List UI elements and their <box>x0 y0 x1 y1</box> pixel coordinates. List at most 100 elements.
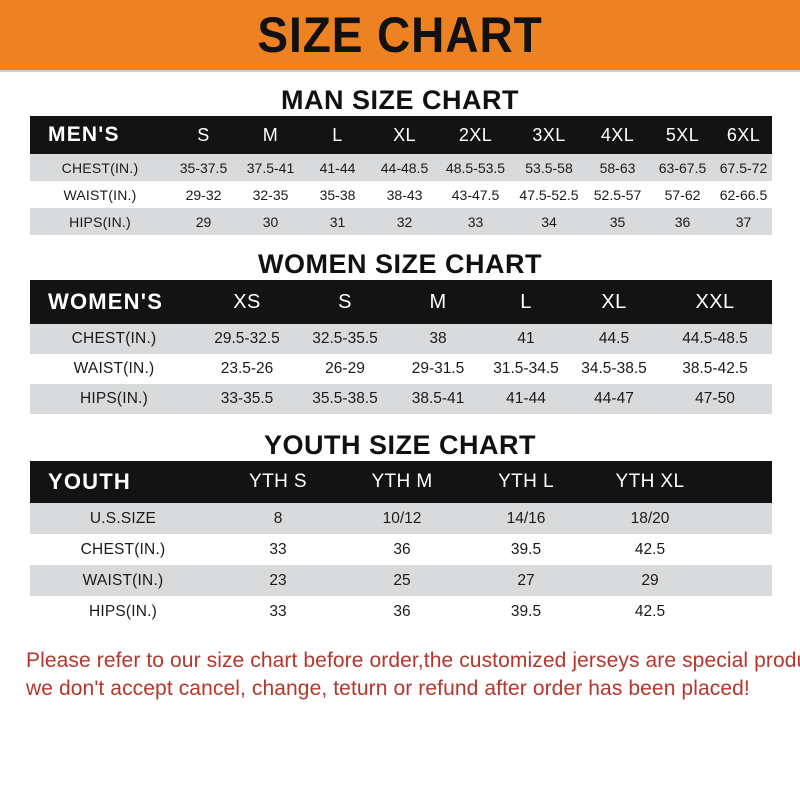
women-cell-1-3: 31.5-34.5 <box>493 360 559 377</box>
youth-cell-2-2: 27 <box>517 571 535 589</box>
table-row: U.S.SIZE 8 10/12 14/16 18/20 <box>30 503 772 534</box>
men-cell-2-3: 32 <box>396 213 413 230</box>
section-title-youth: YOUTH SIZE CHART <box>263 430 536 460</box>
youth-cell-2-3: 29 <box>641 571 659 589</box>
men-cell-0-7: 63-67.5 <box>658 159 707 176</box>
table-row: CHEST(IN.) 35-37.5 37.5-41 41-44 44-48.5… <box>30 154 772 181</box>
youth-row-1-label: CHEST(IN.) <box>80 540 166 558</box>
note-line-2: we don't accept cancel, change, teturn o… <box>26 676 750 700</box>
women-cell-2-4: 44-47 <box>594 390 634 407</box>
men-row-0-label: CHEST(IN.) <box>61 159 139 176</box>
men-cell-2-8: 37 <box>735 213 752 230</box>
table-row: WAIST(IN.) 23 25 27 29 <box>30 565 772 596</box>
men-cell-1-2: 35-38 <box>319 186 356 203</box>
youth-size-table: YOUTH YTH S YTH M YTH L YTH XL U.S.SIZE … <box>30 461 772 627</box>
women-cell-1-4: 34.5-38.5 <box>581 360 647 377</box>
youth-cell-3-1: 36 <box>393 602 411 620</box>
men-cell-1-1: 32-35 <box>252 186 289 203</box>
men-col-1: M <box>262 124 279 145</box>
youth-cell-0-spacer <box>712 503 772 534</box>
men-cell-0-8: 67.5-72 <box>719 159 768 176</box>
page-banner: SIZE CHART <box>0 0 800 72</box>
youth-cell-3-3: 42.5 <box>634 602 666 620</box>
men-col-0: S <box>197 124 210 145</box>
men-header-row: MEN'S S M L XL 2XL 3XL 4XL 5XL 6XL <box>30 116 772 154</box>
men-cell-1-6: 52.5-57 <box>593 186 642 203</box>
youth-col-0: YTH S <box>249 471 307 492</box>
youth-table-wrap: YOUTH YTH S YTH M YTH L YTH XL U.S.SIZE … <box>0 461 800 627</box>
table-row: WAIST(IN.) 23.5-26 26-29 29-31.5 31.5-34… <box>30 354 772 384</box>
youth-cell-1-1: 36 <box>393 540 411 558</box>
youth-col-spacer <box>712 461 772 503</box>
table-row: CHEST(IN.) 33 36 39.5 42.5 <box>30 534 772 565</box>
women-row-0-label: CHEST(IN.) <box>71 330 157 347</box>
section-title-man: MAN SIZE CHART <box>281 85 519 115</box>
youth-col-3: YTH XL <box>615 471 685 492</box>
women-row-1-label: WAIST(IN.) <box>73 360 155 377</box>
men-col-8: 6XL <box>726 124 761 145</box>
youth-header-row: YOUTH YTH S YTH M YTH L YTH XL <box>30 461 772 503</box>
men-cell-2-5: 34 <box>541 213 557 230</box>
women-corner-label: WOMEN'S <box>48 289 164 314</box>
women-cell-0-4: 44.5 <box>598 330 630 347</box>
men-row-2-label: HIPS(IN.) <box>69 213 131 230</box>
women-size-table: WOMEN'S XS S M L XL XXL CHEST(IN.) 29.5-… <box>30 280 772 414</box>
section-title-women: WOMEN SIZE CHART <box>258 249 542 279</box>
men-cell-0-1: 37.5-41 <box>246 159 295 176</box>
men-cell-1-8: 62-66.5 <box>719 186 768 203</box>
men-cell-0-5: 53.5-58 <box>525 159 573 176</box>
men-col-2: L <box>332 124 343 145</box>
women-cell-0-3: 41 <box>517 330 535 347</box>
order-policy-note: Please refer to our size chart before or… <box>0 647 800 703</box>
women-cell-2-5: 47-50 <box>695 390 735 407</box>
youth-cell-0-0: 8 <box>273 509 283 527</box>
youth-cell-1-2: 39.5 <box>510 540 542 558</box>
table-row: HIPS(IN.) 29 30 31 32 33 34 35 36 37 <box>30 208 772 235</box>
youth-col-2: YTH L <box>498 471 554 492</box>
men-col-7: 5XL <box>665 124 700 145</box>
men-corner-label: MEN'S <box>48 123 120 146</box>
women-cell-1-5: 38.5-42.5 <box>682 360 748 377</box>
men-size-table: MEN'S S M L XL 2XL 3XL 4XL 5XL 6XL CHEST… <box>30 116 772 235</box>
men-col-5: 3XL <box>532 124 566 145</box>
youth-cell-3-0: 33 <box>269 602 287 620</box>
women-col-5: XXL <box>695 290 735 313</box>
men-cell-1-5: 47.5-52.5 <box>519 186 579 203</box>
youth-cell-1-0: 33 <box>269 540 287 558</box>
youth-cell-1-3: 42.5 <box>634 540 666 558</box>
women-cell-1-2: 29-31.5 <box>411 360 465 377</box>
table-row: WAIST(IN.) 29-32 32-35 35-38 38-43 43-47… <box>30 181 772 208</box>
youth-col-1: YTH M <box>371 471 433 492</box>
men-cell-1-4: 43-47.5 <box>451 186 500 203</box>
table-row: HIPS(IN.) 33 36 39.5 42.5 <box>30 596 772 627</box>
men-cell-0-4: 48.5-53.5 <box>445 159 506 176</box>
youth-row-0-label: U.S.SIZE <box>89 509 157 527</box>
men-cell-2-0: 29 <box>195 213 212 230</box>
women-table-wrap: WOMEN'S XS S M L XL XXL CHEST(IN.) 29.5-… <box>0 280 800 414</box>
women-cell-0-2: 38 <box>429 330 447 347</box>
note-line-1: Please refer to our size chart before or… <box>26 649 800 672</box>
women-cell-2-2: 38.5-41 <box>411 390 465 407</box>
men-cell-1-7: 57-62 <box>664 186 701 203</box>
men-cell-0-6: 58-63 <box>599 159 636 176</box>
men-cell-0-2: 41-44 <box>319 159 356 176</box>
women-col-4: XL <box>601 290 627 313</box>
men-cell-2-6: 35 <box>609 213 626 230</box>
women-header-row: WOMEN'S XS S M L XL XXL <box>30 280 772 324</box>
youth-cell-3-spacer <box>712 596 772 627</box>
men-cell-2-2: 31 <box>329 213 346 230</box>
men-cell-0-3: 44-48.5 <box>380 159 429 176</box>
men-table-wrap: MEN'S S M L XL 2XL 3XL 4XL 5XL 6XL CHEST… <box>0 116 800 235</box>
women-col-3: L <box>520 290 532 313</box>
youth-cell-3-2: 39.5 <box>510 602 542 620</box>
men-row-1-label: WAIST(IN.) <box>63 186 137 203</box>
women-cell-2-0: 33-35.5 <box>220 390 274 407</box>
women-cell-0-1: 32.5-35.5 <box>312 330 378 347</box>
youth-row-3-label: HIPS(IN.) <box>88 602 158 620</box>
women-cell-1-0: 23.5-26 <box>220 360 274 377</box>
page-title: SIZE CHART <box>257 7 543 63</box>
women-cell-2-1: 35.5-38.5 <box>312 390 378 407</box>
men-col-4: 2XL <box>458 124 493 145</box>
women-cell-0-0: 29.5-32.5 <box>214 330 280 347</box>
